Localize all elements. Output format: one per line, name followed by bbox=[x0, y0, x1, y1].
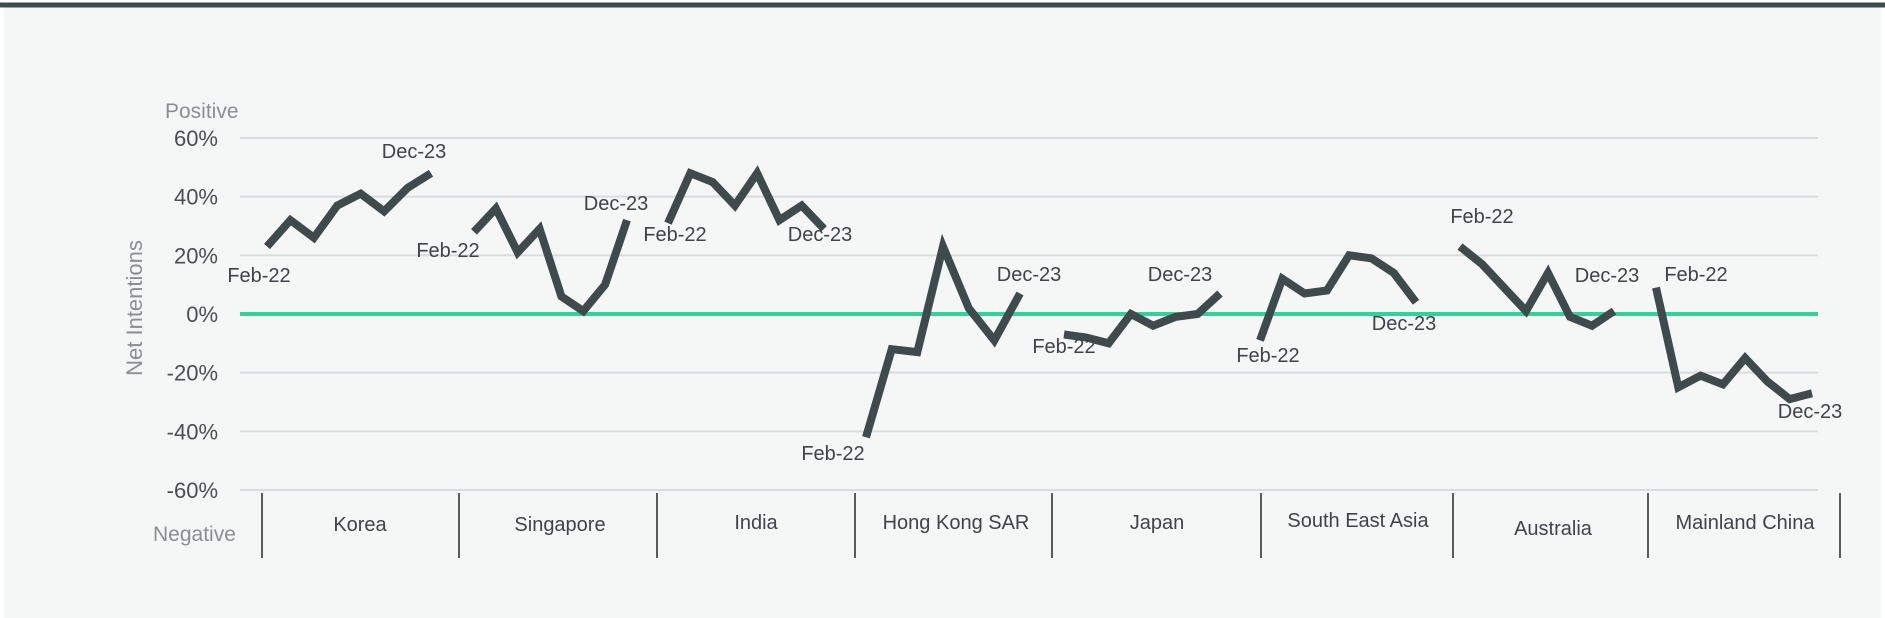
y-axis-label: Net Intentions bbox=[122, 240, 147, 376]
series-line bbox=[471, 201, 631, 317]
series-end-label: Dec-23 bbox=[1148, 264, 1212, 286]
y-tick-label: 40% bbox=[174, 185, 218, 210]
y-tick-label: -20% bbox=[167, 361, 218, 386]
series-end-label: Dec-23 bbox=[1372, 313, 1436, 335]
y-tick-label: 60% bbox=[174, 126, 218, 151]
category-label: Korea bbox=[333, 514, 387, 536]
series-start-label: Feb-22 bbox=[1450, 206, 1513, 228]
series-end-label: Dec-23 bbox=[788, 224, 852, 246]
series-line bbox=[1256, 250, 1420, 342]
series-start-label: Feb-22 bbox=[227, 265, 290, 287]
series-start-label: Feb-22 bbox=[1032, 336, 1095, 358]
category-label: South East Asia bbox=[1287, 510, 1429, 532]
y-tick-label: 0% bbox=[186, 302, 218, 327]
series-line bbox=[264, 169, 434, 250]
grid-lines bbox=[240, 137, 1818, 491]
series-start-label: Feb-22 bbox=[801, 443, 864, 465]
series-line bbox=[1063, 290, 1223, 348]
y-tick-label: 20% bbox=[174, 243, 218, 268]
series-lines bbox=[264, 165, 1814, 439]
series-start-label: Feb-22 bbox=[1664, 264, 1727, 286]
y-tick-label: -60% bbox=[167, 478, 218, 503]
series-annotations: Feb-22 Dec-23 Feb-22 Dec-23 Feb-22 Dec-23 Feb-… bbox=[227, 141, 1842, 465]
series-end-label: Dec-23 bbox=[584, 193, 648, 215]
series-line bbox=[862, 233, 1024, 439]
category-dividers bbox=[261, 493, 1841, 558]
series-start-label: Feb-22 bbox=[416, 240, 479, 262]
category-label: Singapore bbox=[514, 514, 605, 536]
series-start-label: Feb-22 bbox=[643, 224, 706, 246]
y-axis-bottom-note: Negative bbox=[153, 523, 236, 546]
series-line bbox=[664, 165, 827, 232]
series-line bbox=[1457, 243, 1617, 331]
series-end-label: Dec-23 bbox=[1778, 401, 1842, 423]
series-line bbox=[1652, 286, 1814, 404]
series-end-label: Dec-23 bbox=[382, 141, 446, 163]
category-label: Australia bbox=[1514, 518, 1593, 540]
category-label: Mainland China bbox=[1676, 512, 1816, 534]
series-start-label: Feb-22 bbox=[1236, 345, 1299, 367]
category-label: India bbox=[734, 512, 778, 534]
series-end-label: Dec-23 bbox=[1575, 265, 1639, 287]
category-labels: Korea Singapore India Hong Kong SAR Japan Sou… bbox=[333, 510, 1815, 540]
category-label: Japan bbox=[1130, 512, 1185, 534]
y-axis-top-note: Positive bbox=[165, 100, 239, 123]
y-tick-labels: 60% 40% 20% 0% -20% -40% -60% bbox=[167, 126, 218, 503]
series-end-label: Dec-23 bbox=[997, 264, 1061, 286]
y-tick-label: -40% bbox=[167, 419, 218, 444]
category-label: Hong Kong SAR bbox=[883, 512, 1030, 534]
